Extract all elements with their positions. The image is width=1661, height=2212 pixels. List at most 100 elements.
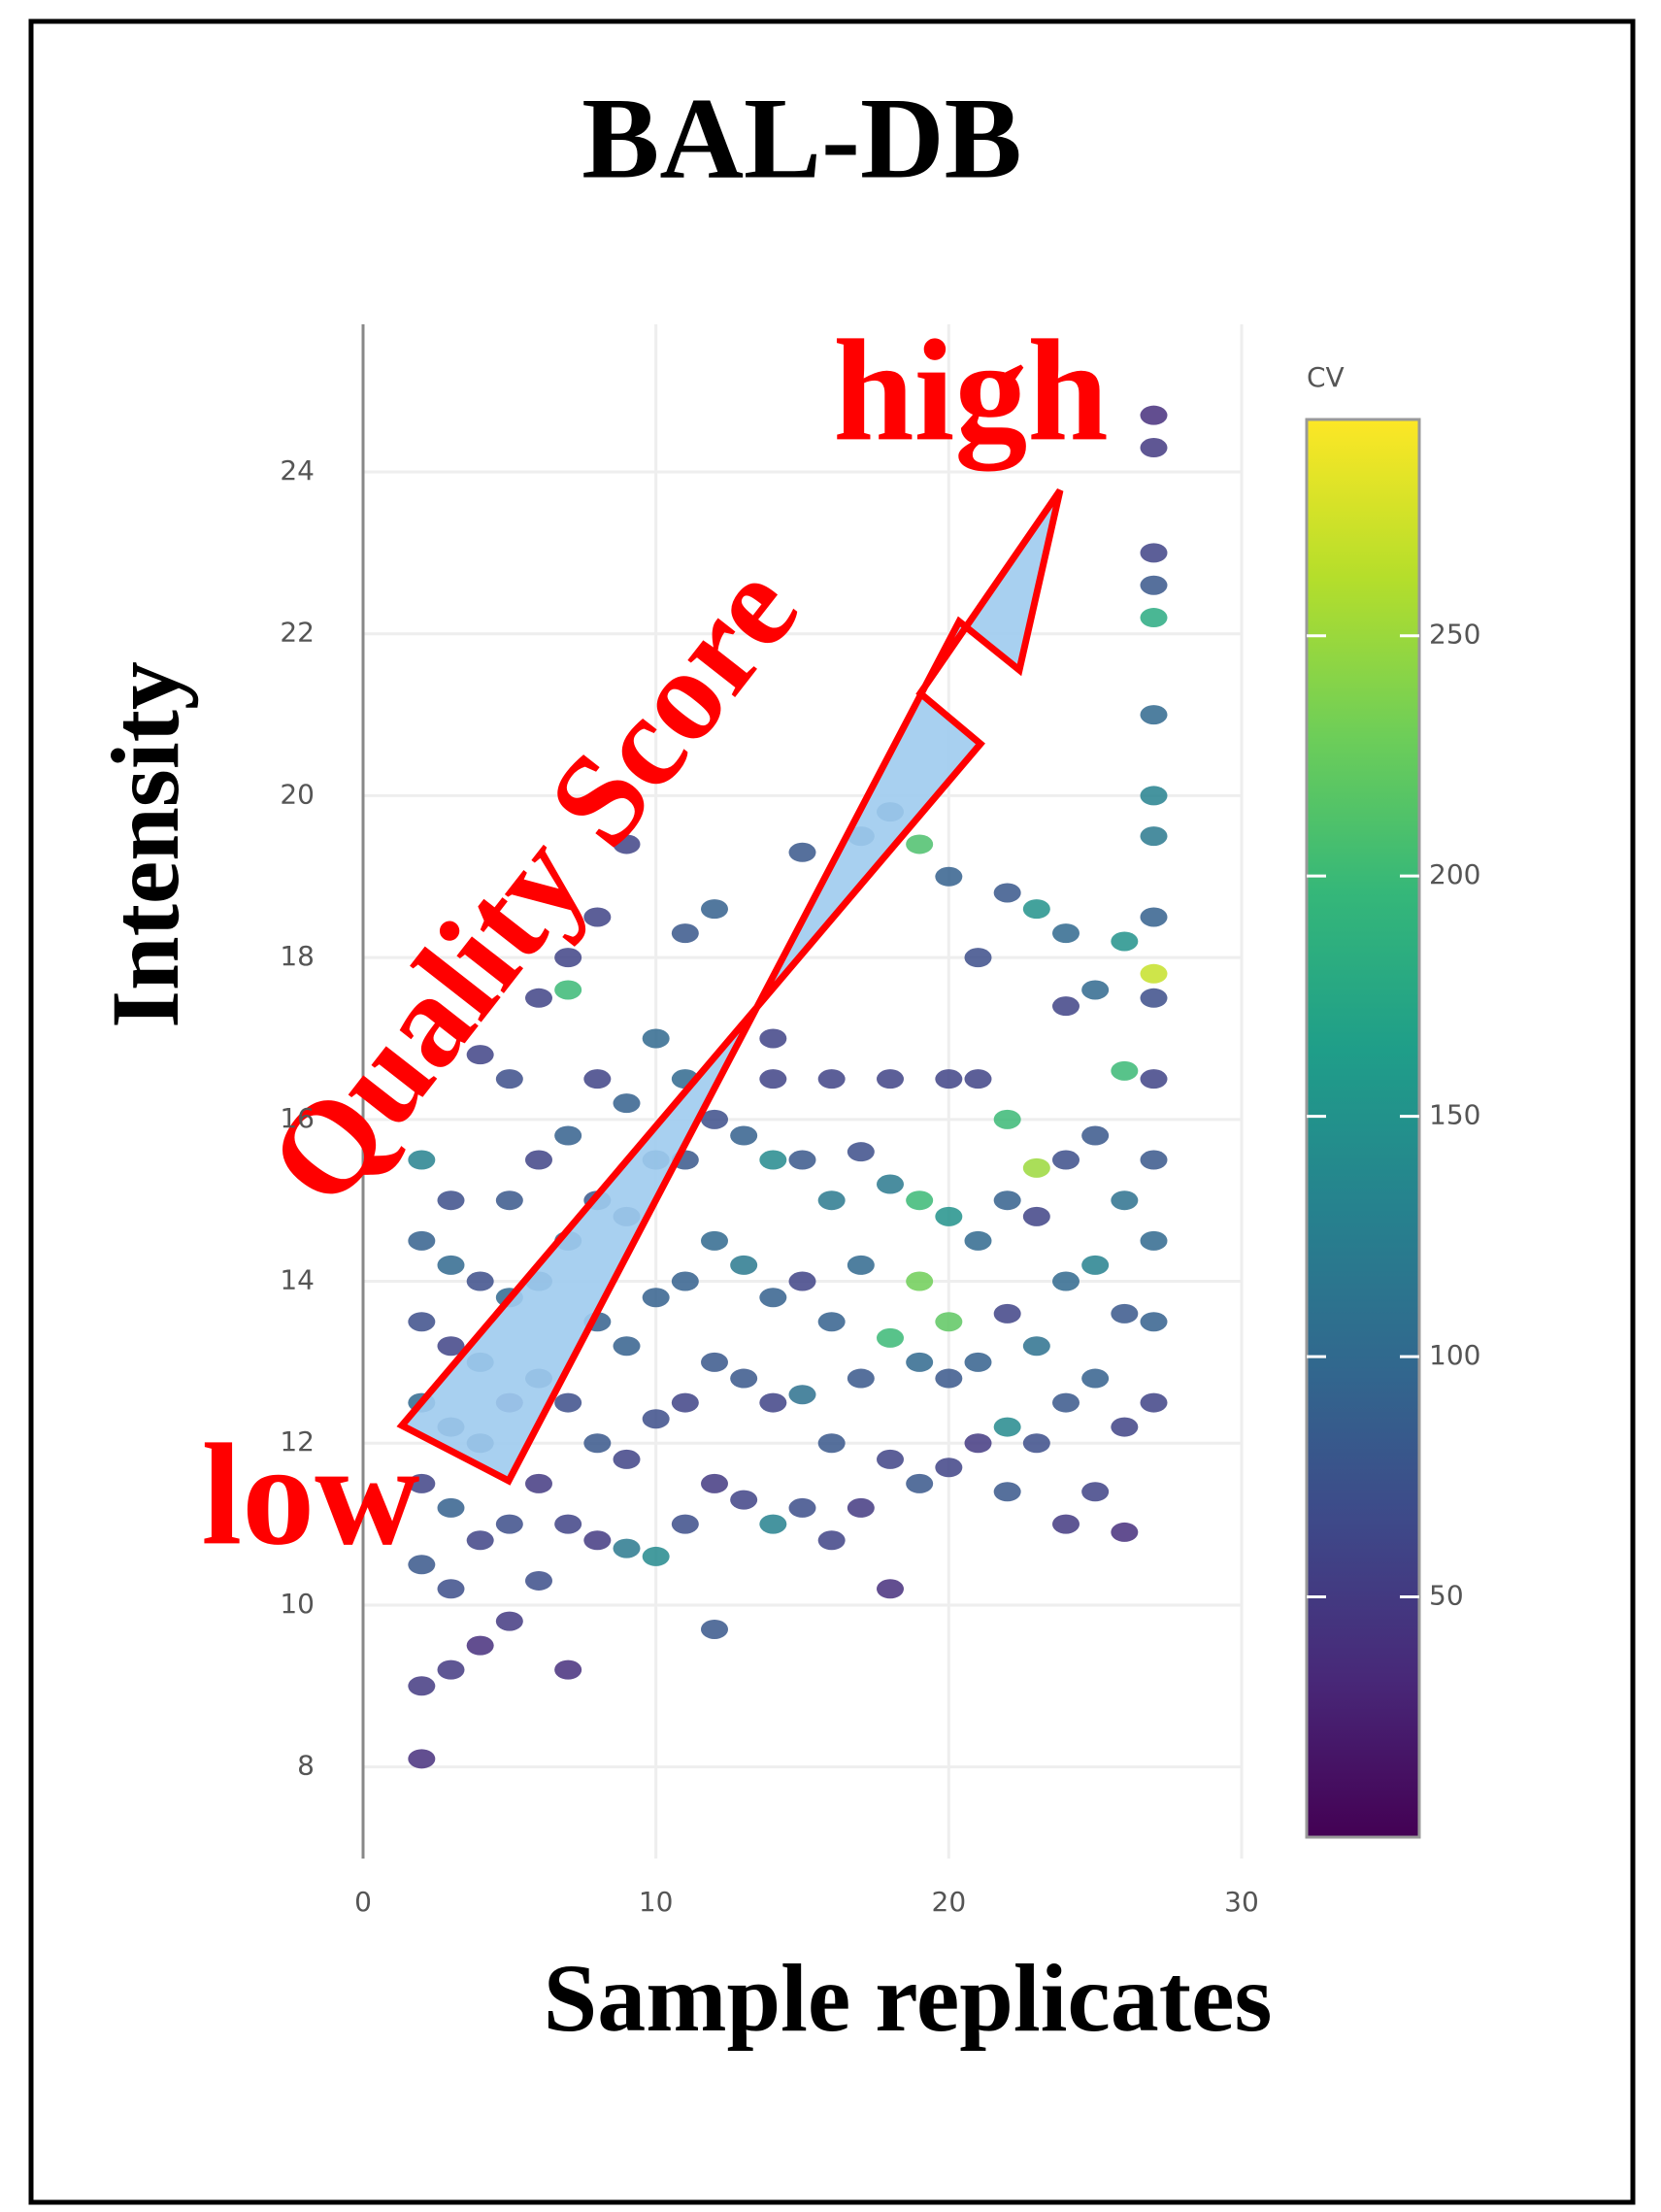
point	[1140, 786, 1168, 806]
point	[759, 1288, 787, 1308]
point	[817, 1530, 846, 1551]
point	[964, 1433, 992, 1454]
point	[701, 1352, 728, 1372]
point	[935, 1069, 963, 1089]
point	[730, 1255, 758, 1275]
point	[1081, 980, 1110, 1000]
y-tick-label: 14	[280, 1264, 315, 1296]
point	[1111, 1417, 1139, 1437]
point	[1111, 1060, 1139, 1081]
point	[671, 1392, 699, 1413]
y-axis-label: Intensity	[91, 661, 199, 1028]
point	[1022, 1206, 1050, 1226]
point	[642, 1288, 670, 1308]
point	[437, 1497, 465, 1518]
point	[1022, 1433, 1050, 1454]
point	[1140, 543, 1168, 563]
point	[906, 834, 934, 855]
point	[1140, 1150, 1168, 1170]
point	[935, 1368, 963, 1389]
point	[817, 1312, 846, 1332]
point	[788, 1497, 816, 1518]
point	[993, 1303, 1021, 1324]
point	[1140, 438, 1168, 458]
point	[583, 1530, 612, 1551]
point	[935, 866, 963, 887]
point	[730, 1368, 758, 1389]
point	[759, 1069, 787, 1089]
point	[1140, 608, 1168, 628]
point	[847, 1255, 875, 1275]
quality-arrow	[396, 488, 1064, 1486]
point	[1052, 923, 1080, 944]
point	[877, 1069, 904, 1089]
colorbar-tick-label: 250	[1429, 619, 1480, 651]
point	[613, 1538, 641, 1558]
point	[437, 1336, 465, 1357]
point	[495, 1514, 523, 1534]
point	[1140, 575, 1168, 595]
point	[730, 1490, 758, 1510]
y-tick-label: 24	[280, 454, 315, 486]
point	[701, 1109, 728, 1129]
chart-title: BAL-DB	[581, 74, 1021, 203]
point	[788, 1385, 816, 1405]
point	[993, 1109, 1021, 1129]
point	[613, 1093, 641, 1114]
point	[466, 1530, 494, 1551]
point	[788, 842, 816, 862]
point	[408, 1312, 436, 1332]
point	[671, 1514, 699, 1534]
x-tick-label: 10	[639, 1886, 674, 1918]
point	[1022, 1157, 1050, 1178]
x-tick-label: 30	[1224, 1886, 1259, 1918]
point	[495, 1069, 523, 1089]
point	[847, 1368, 875, 1389]
point	[1081, 1482, 1110, 1502]
point	[877, 1174, 904, 1194]
point	[1140, 1312, 1168, 1332]
point	[466, 1635, 494, 1656]
point	[1111, 1522, 1139, 1542]
point	[906, 1190, 934, 1211]
colorbar-tick-label: 100	[1429, 1339, 1480, 1371]
point	[613, 1449, 641, 1469]
y-tick-label: 12	[280, 1425, 315, 1458]
point	[613, 834, 641, 855]
point	[1111, 1303, 1139, 1324]
point	[1140, 988, 1168, 1008]
point	[964, 1230, 992, 1251]
point	[788, 1150, 816, 1170]
point	[1140, 907, 1168, 927]
colorbar-title: CV	[1307, 361, 1345, 393]
colorbar-tick-label: 200	[1429, 858, 1480, 890]
point	[817, 1069, 846, 1089]
point	[554, 1514, 582, 1534]
point	[1140, 1069, 1168, 1089]
point	[437, 1659, 465, 1680]
point	[642, 1409, 670, 1429]
point	[935, 1458, 963, 1478]
point	[642, 1028, 670, 1049]
point	[993, 1190, 1021, 1211]
point	[554, 1659, 582, 1680]
point	[701, 899, 728, 920]
x-axis-label: Sample replicates	[544, 1944, 1273, 2052]
point	[671, 923, 699, 944]
point	[759, 1150, 787, 1170]
point	[993, 1417, 1021, 1437]
point	[1111, 931, 1139, 952]
point	[437, 1579, 465, 1599]
y-tick-label: 10	[280, 1588, 315, 1620]
point	[877, 1449, 904, 1469]
point	[1052, 1150, 1080, 1170]
point	[583, 1433, 612, 1454]
point	[701, 1230, 728, 1251]
point	[1022, 1336, 1050, 1357]
point	[759, 1514, 787, 1534]
point	[964, 1352, 992, 1372]
point	[642, 1546, 670, 1566]
low-label: low	[202, 1414, 420, 1575]
point	[935, 1312, 963, 1332]
point	[701, 1473, 728, 1493]
